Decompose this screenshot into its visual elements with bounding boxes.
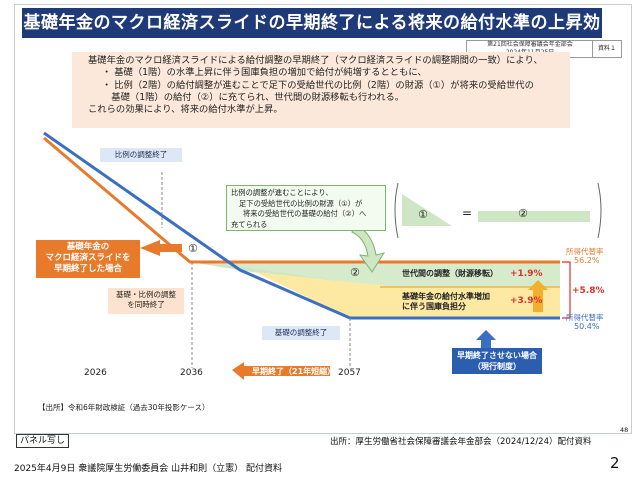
meeting-name: 第21回社会保障審議会年金部会 — [487, 41, 573, 48]
early-box-pointer — [140, 240, 182, 256]
early-end-line-2: マクロ経済スライドを — [45, 253, 131, 263]
simultaneous-end-line-2: を同時終了 — [127, 300, 165, 309]
equation-wedge-1 — [402, 194, 452, 226]
tax-burden-line-1: 基礎年金の給付水準増加 — [402, 292, 490, 301]
early-end-arrow-label: 早期終了（21年短縮） — [252, 367, 336, 376]
summary-line: 基礎（1階）の給付（②）に充てられ、世代間の財源移転も行われる。 — [102, 91, 405, 103]
bracket-right — [597, 182, 602, 239]
year-2057: 2057 — [338, 368, 361, 378]
early-end-line-3: 早期終了した場合 — [53, 264, 122, 274]
equation-band-2 — [478, 211, 590, 222]
bracket-left — [394, 182, 399, 239]
tax-burden-label: 基礎年金の給付水準増加 に伴う国庫負担分 — [402, 292, 490, 312]
source-note: 【出所】令和6年財政検証（過去30年投影ケース） — [38, 403, 210, 412]
page-title: 基礎年金のマクロ経済スライドの早期終了による将来の給付水準の上昇効果 — [22, 8, 602, 63]
tax-burden-line-2: に伴う国庫負担分 — [402, 302, 466, 311]
green-area — [52, 140, 560, 287]
source-footer: 出所：厚生労働省社会保障審議会年金部会（2024/12/24）配付資料 — [330, 437, 592, 447]
panel-copy-badge: パネル写し — [16, 434, 70, 448]
year-2026: 2026 — [84, 368, 107, 378]
summary-line: 基礎年金のマクロ経済スライドによる給付調整の早期終了（マクロ経済スライドの調整期… — [88, 55, 543, 66]
early-end-line — [43, 136, 560, 264]
early-end-line-1: 基礎年金の — [66, 242, 110, 252]
replacement-rate-bottom: 50.4% — [574, 322, 600, 331]
bottom-caption: 2025年4月9日 衆議院厚生労働委員会 山井和則（立憲） 配付資料 — [14, 464, 282, 474]
explanation-line: 比例の調整が進むことにより、 — [231, 188, 333, 197]
explanation-line: 足下の受給世代の比例の財源（①）が — [239, 198, 363, 208]
no-early-pointer — [476, 330, 496, 348]
plus-3-9-label: +3.9% — [510, 296, 543, 306]
equation-equals: = — [462, 206, 473, 220]
current-system-line — [43, 131, 560, 320]
no-early-end-line-1: 早期終了させない場合 — [457, 351, 537, 360]
no-early-end-line-2: （現行制度） — [473, 362, 521, 371]
explanation-line: 将来の受給世代の基礎の給付（②）へ — [243, 209, 367, 218]
increase-arrow-yellow — [528, 280, 548, 312]
explanation-line: 充てられる — [231, 219, 268, 229]
basic-end-label: 基礎の調整終了 — [262, 326, 340, 340]
circle-1-label: ① — [188, 242, 198, 255]
early-end-box: 基礎年金の マクロ経済スライドを 早期終了した場合 — [36, 240, 140, 278]
page-number: 2 — [610, 454, 620, 472]
explanation-box: 比例の調整が進むことにより、 足下の受給世代の比例の財源（①）が 将来の受給世代… — [226, 185, 386, 231]
plus-1-9-label: +1.9% — [510, 269, 543, 279]
no-early-end-box: 早期終了させない場合 （現行制度） — [452, 348, 542, 374]
transfer-arrow — [351, 224, 386, 273]
equation-circle-1: ① — [418, 208, 428, 221]
equation-circle-2: ② — [518, 207, 528, 220]
summary-line: ・ 基礎（1階）の水準上昇に伴う国庫負担の増加で給付が純増するとともに、 — [102, 67, 427, 79]
simultaneous-end-line-1: 基礎・比例の調整 — [116, 290, 176, 299]
document-number: 資料１ — [592, 40, 622, 58]
yellow-area — [255, 272, 560, 318]
intergenerational-label: 世代間の調整（財源移転） — [402, 269, 498, 278]
plus-5-8-label: +5.8% — [572, 286, 605, 296]
year-2036: 2036 — [180, 368, 203, 378]
summary-box: 基礎年金のマクロ経済スライドによる給付調整の早期終了（マクロ経済スライドの調整期… — [72, 52, 570, 128]
replacement-rate-label-bottom: 所得代替率 — [566, 313, 604, 322]
proportional-end-label: 比例の調整終了 — [100, 148, 182, 162]
circle-2-label: ② — [350, 266, 360, 279]
replacement-rate-label-top: 所得代替率 — [566, 247, 604, 256]
summary-line: これらの効果により、将来の給付水準が上昇。 — [88, 104, 283, 116]
early-end-arrow — [232, 362, 330, 380]
simultaneous-end-label: 基礎・比例の調整 を同時終了 — [108, 288, 184, 314]
slide-page-number: 48 — [620, 426, 629, 434]
increase-bracket — [562, 261, 571, 319]
summary-line: ・ 比例（2階）の給付調整が進むことで足下の受給世代の比例（2階）の財源（①）が… — [102, 79, 534, 91]
replacement-rate-top: 56.2% — [574, 256, 600, 265]
